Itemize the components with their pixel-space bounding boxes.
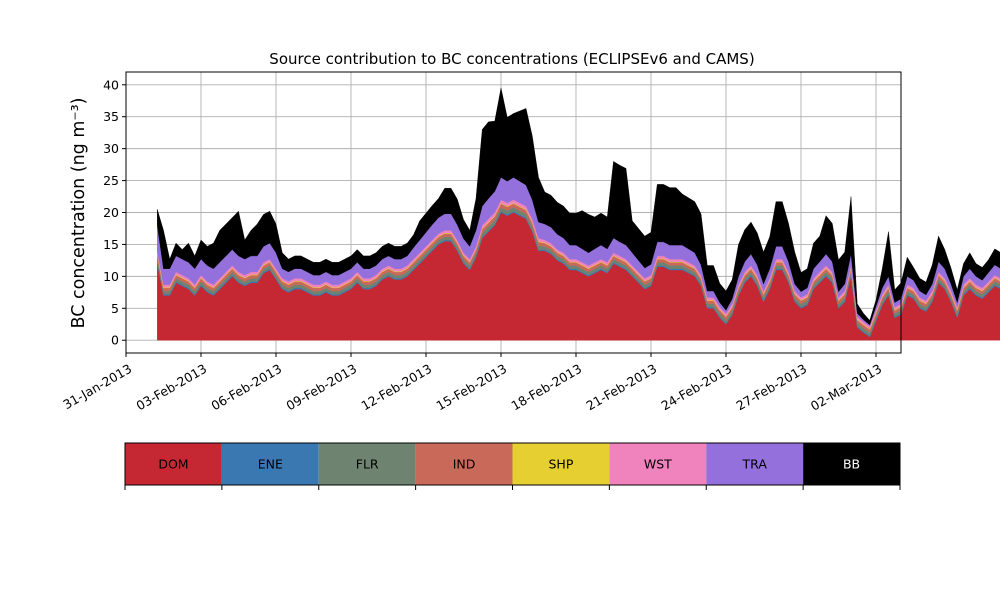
- chart-title: Source contribution to BC concentrations…: [269, 50, 754, 68]
- y-axis-label: BC concentration (ng m⁻³): [69, 98, 89, 329]
- colorbar-swatch-shp: [512, 443, 610, 485]
- colorbar-label-shp: SHP: [549, 457, 574, 472]
- colorbar-swatch-tra: [706, 443, 804, 485]
- y-tick-label: 5: [111, 301, 119, 316]
- colorbar-label-ene: ENE: [258, 457, 283, 472]
- colorbar-swatch-wst: [609, 443, 707, 485]
- y-tick-label: 40: [103, 77, 119, 92]
- colorbar-label-dom: DOM: [158, 457, 188, 472]
- colorbar-swatch-ind: [415, 443, 513, 485]
- y-tick-label: 30: [103, 141, 119, 156]
- area-bb: [157, 87, 1000, 326]
- colorbar-swatch-dom: [125, 443, 222, 485]
- y-tick-label: 10: [103, 269, 119, 284]
- colorbar-swatch-flr: [318, 443, 416, 485]
- y-tick-label: 0: [111, 333, 119, 348]
- source-colorbar: DOM ENE FLR IND SHP WST TRA BB: [124, 442, 901, 490]
- colorbar-label-wst: WST: [644, 457, 672, 472]
- colorbar-label-tra: TRA: [742, 457, 768, 472]
- y-tick-label: 20: [103, 205, 119, 220]
- colorbar-swatch-bb: [803, 443, 900, 485]
- y-tick-label: 35: [103, 109, 119, 124]
- y-tick-label: 15: [103, 237, 119, 252]
- stacked-area-series: [157, 87, 1000, 341]
- plot-frame: [125, 71, 902, 354]
- colorbar-label-ind: IND: [453, 457, 476, 472]
- y-tick-label: 25: [103, 173, 119, 188]
- colorbar-swatch-ene: [221, 443, 319, 485]
- colorbar-label-flr: FLR: [356, 457, 379, 472]
- colorbar-label-bb: BB: [843, 457, 860, 472]
